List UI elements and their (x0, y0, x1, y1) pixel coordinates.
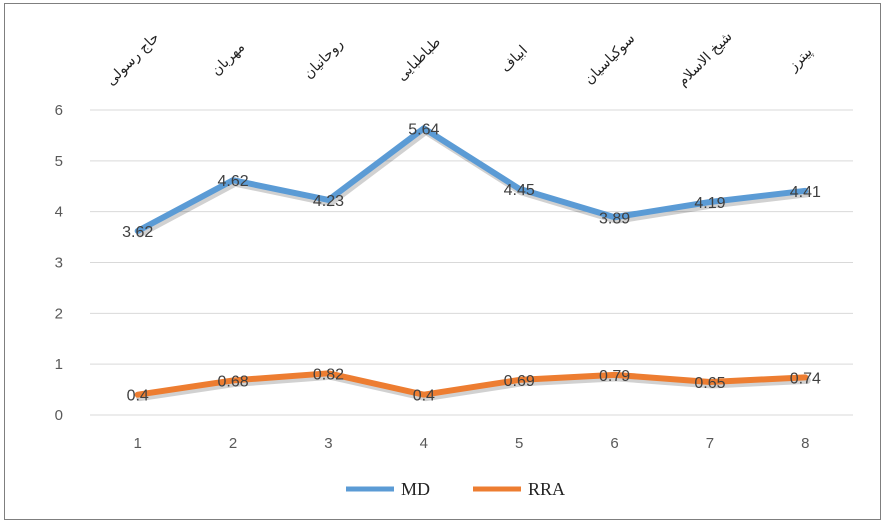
data-label: 3.89 (599, 210, 630, 227)
y-tick-label: 2 (55, 305, 63, 322)
category-label: روحانیان (301, 36, 347, 82)
data-label: 0.69 (504, 373, 535, 390)
x-tick-label: 6 (610, 435, 618, 452)
category-label: حاج رسولی (103, 29, 162, 88)
x-tick-label: 4 (420, 435, 428, 452)
category-label: شیخ الاسلام (675, 29, 736, 90)
data-label: 4.62 (217, 173, 248, 190)
category-label: ابیاف (498, 43, 531, 76)
y-tick-label: 3 (55, 255, 63, 272)
line-chart: 0 1 2 3 4 5 6 1 2 3 4 5 6 7 8 حاج رسولی مهربان روحانیان طب… (55, 29, 853, 499)
legend-label-md: MD (401, 479, 430, 499)
y-tick-label: 5 (55, 153, 63, 170)
x-tick-label: 8 (801, 435, 809, 452)
y-tick-label: 1 (55, 356, 63, 373)
x-tick-label: 5 (515, 435, 523, 452)
data-label: 4.23 (313, 193, 344, 210)
x-tick-label: 7 (706, 435, 714, 452)
data-label: 4.19 (694, 195, 725, 212)
y-tick-label: 0 (55, 407, 63, 424)
series-line-rra (134, 370, 809, 398)
data-label: 0.82 (313, 366, 344, 383)
y-tick-label: 6 (55, 102, 63, 119)
x-tick-label: 1 (134, 435, 142, 452)
chart-frame: 0 1 2 3 4 5 6 1 2 3 4 5 6 7 8 حاج رسولی مهربان روحانیان طب… (4, 3, 881, 520)
data-label: 0.4 (413, 388, 435, 405)
category-label: پیترز (785, 44, 816, 75)
data-label: 0.74 (790, 370, 821, 387)
data-label: 0.65 (694, 375, 725, 392)
data-label: 3.62 (122, 224, 153, 241)
category-label: مهربان (208, 39, 248, 79)
category-label: طباطبایی (394, 34, 444, 84)
data-label: 4.41 (790, 184, 821, 201)
data-label: 0.4 (127, 388, 149, 405)
data-label: 0.79 (599, 368, 630, 385)
category-label: سوکیاسیان (581, 31, 638, 88)
data-label: 0.68 (217, 373, 248, 390)
legend-label-rra: RRA (528, 479, 565, 499)
data-label: 5.64 (408, 121, 439, 138)
y-tick-label: 4 (55, 204, 63, 221)
data-label: 4.45 (504, 182, 535, 199)
x-tick-label: 3 (324, 435, 332, 452)
series-line-md (134, 125, 809, 234)
x-tick-label: 2 (229, 435, 237, 452)
